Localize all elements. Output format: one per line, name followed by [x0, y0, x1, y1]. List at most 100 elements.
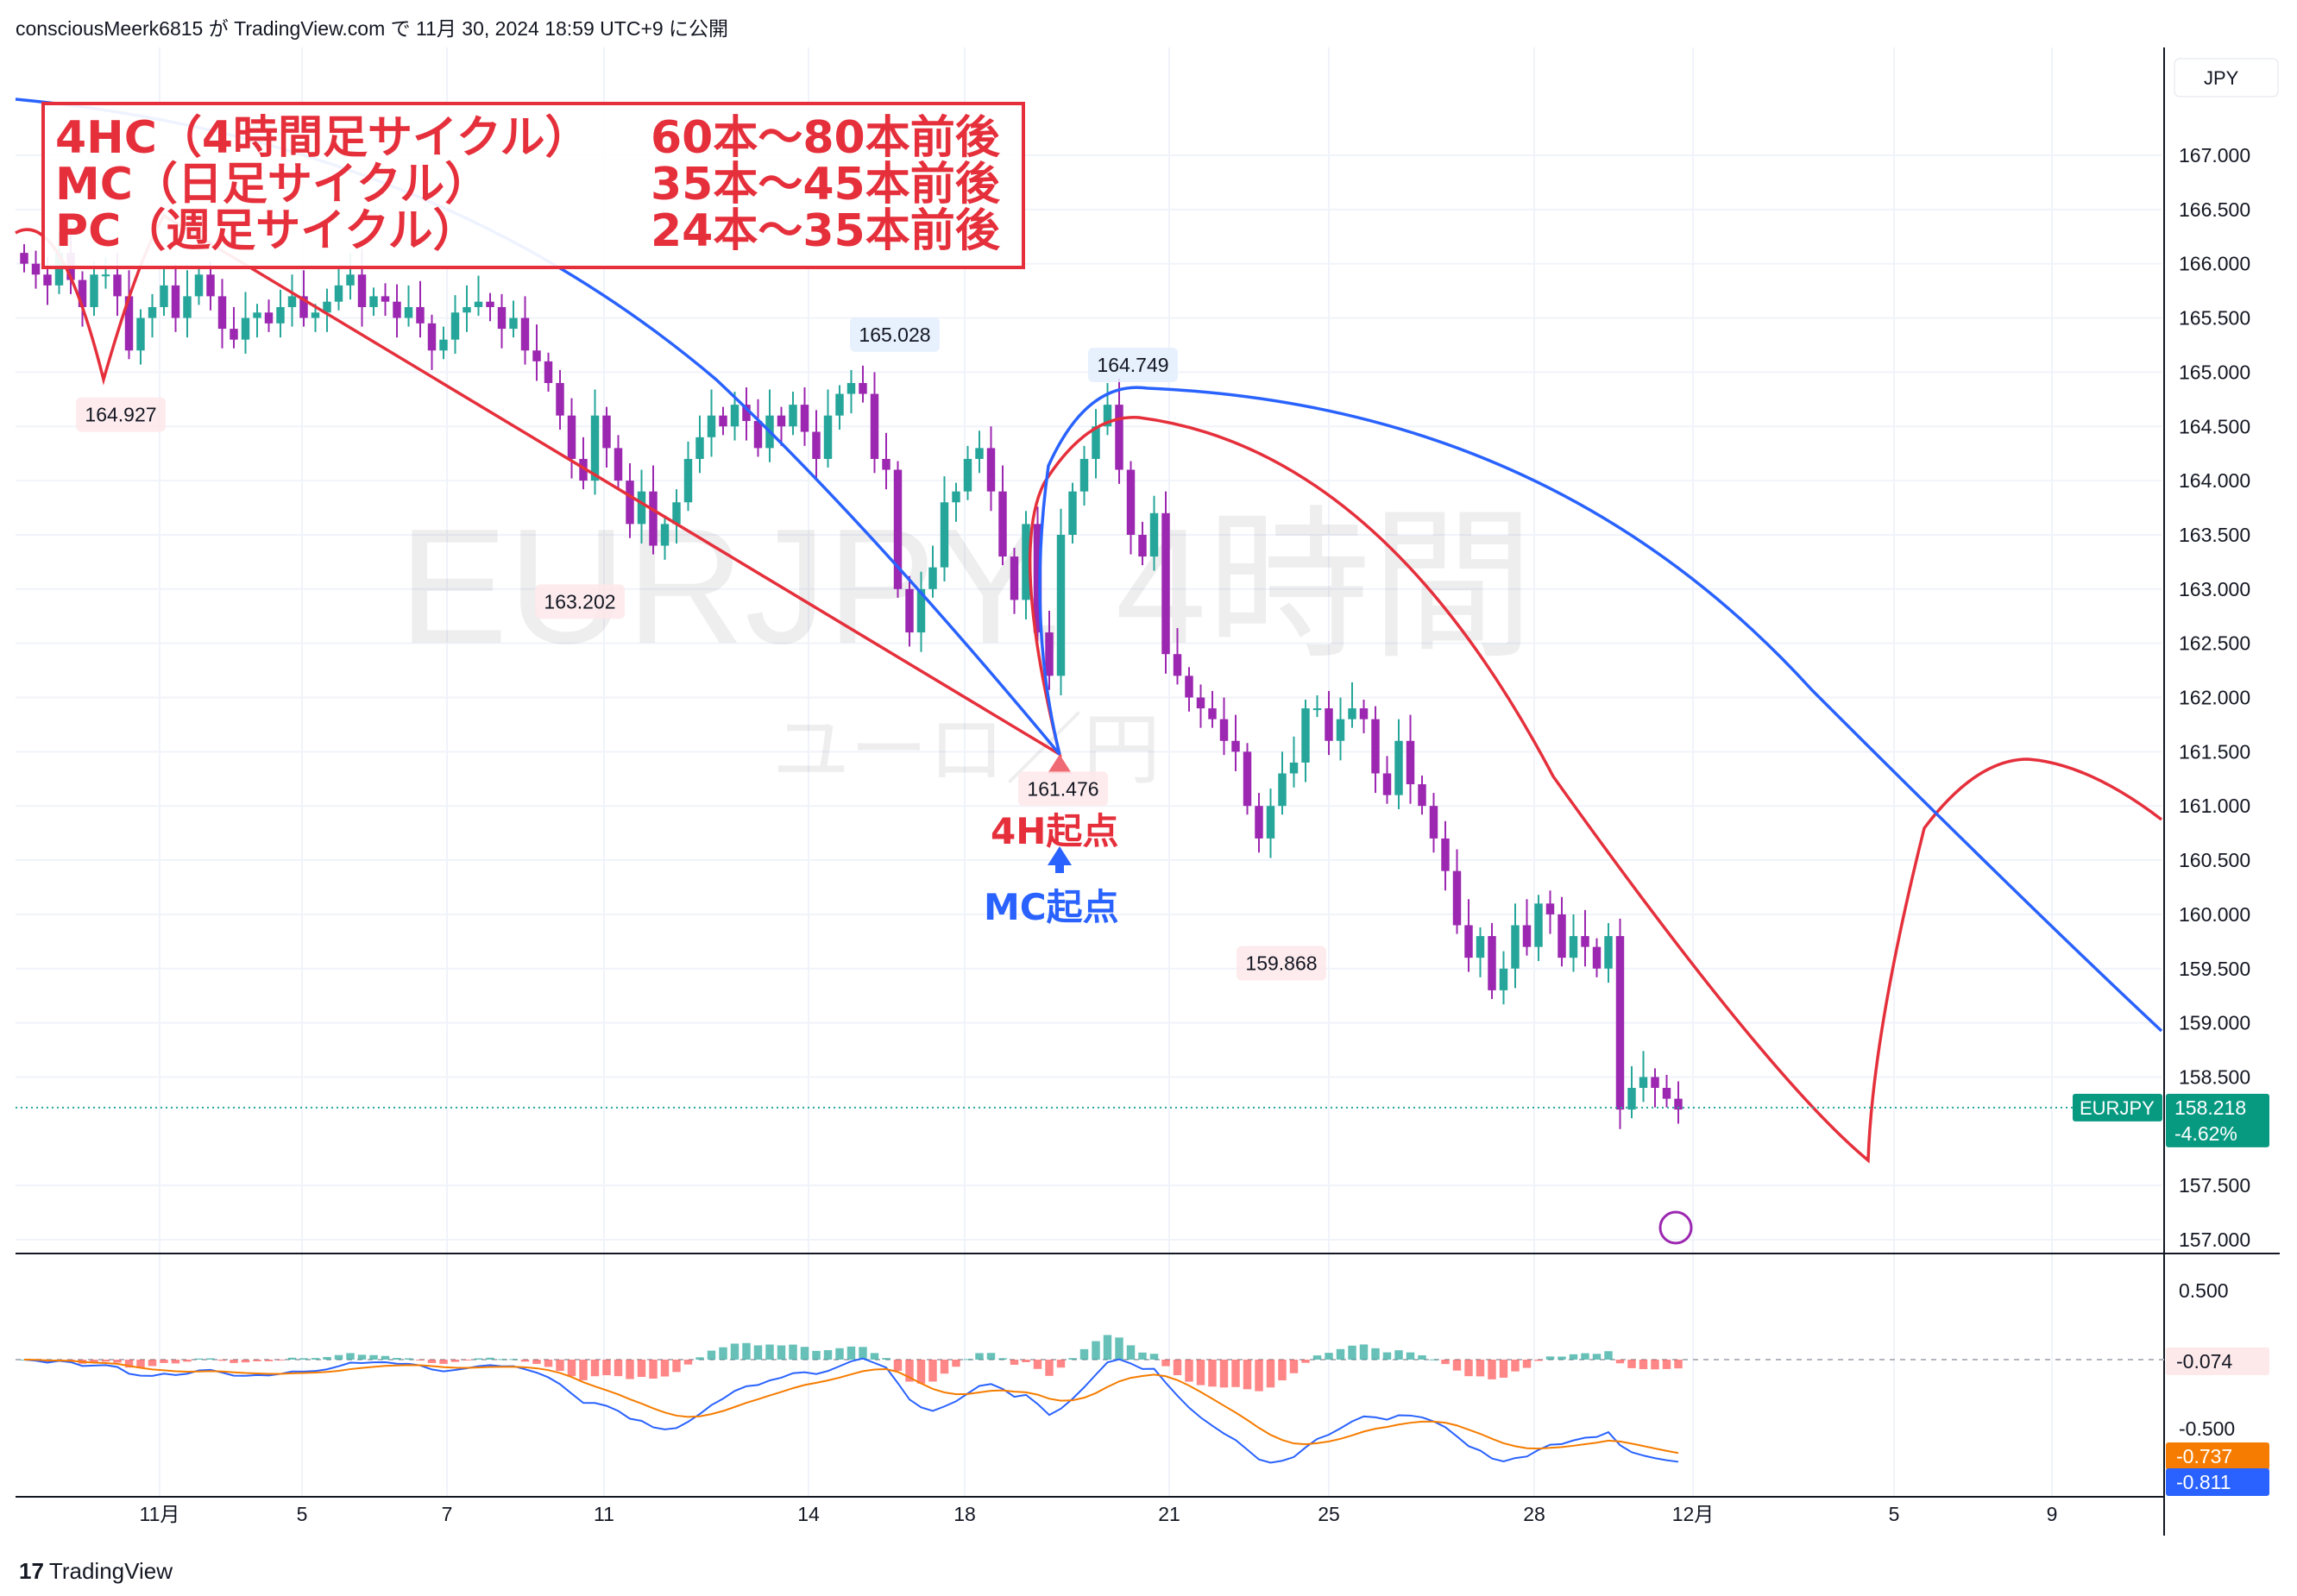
candle-body: [1394, 740, 1403, 795]
macd-histogram-bar: [614, 1360, 623, 1377]
candle-body: [1418, 784, 1426, 807]
macd-histogram-bar: [870, 1353, 879, 1360]
candle-body: [416, 306, 425, 324]
macd-histogram-bar: [532, 1360, 541, 1365]
macd-histogram-bar: [952, 1360, 960, 1367]
cycle-range: 60本〜80本前後: [651, 112, 1000, 164]
macd-histogram-bar: [1103, 1335, 1112, 1360]
macd-histogram-bar: [1033, 1360, 1042, 1369]
macd-histogram-bar: [1639, 1360, 1648, 1370]
macd-histogram-bar: [1196, 1360, 1205, 1386]
candle-body: [1312, 708, 1322, 711]
macd-histogram-bar: [1394, 1350, 1403, 1360]
candle-body: [614, 448, 623, 481]
cycle-curve-mc: [15, 97, 2163, 1033]
candle-body: [1185, 675, 1193, 698]
macd-histogram-bar: [1149, 1354, 1159, 1360]
candle-body: [194, 274, 204, 297]
macd-histogram-bar: [1615, 1360, 1625, 1364]
candle-body: [381, 296, 390, 302]
macd-histogram-bar: [381, 1355, 390, 1360]
candle-body: [43, 274, 52, 286]
candle-body: [1359, 708, 1369, 719]
candle-body: [532, 350, 541, 361]
macd-histogram-bar: [602, 1360, 611, 1376]
candle-body: [1010, 556, 1019, 600]
candle-body: [1161, 512, 1170, 655]
macd-histogram-bar: [1243, 1360, 1252, 1390]
macd-histogram-bar: [683, 1360, 693, 1365]
candle-body: [509, 317, 518, 330]
y-tick-label: 166.500: [2179, 198, 2250, 221]
cycle-name: 4HC（4時間足サイクル）: [55, 112, 590, 164]
candle-body: [1045, 632, 1054, 676]
x-tick-label: 7: [442, 1503, 453, 1525]
candle-body: [660, 524, 670, 546]
candle-body: [870, 393, 879, 459]
candle-body: [1173, 654, 1182, 676]
candle-body: [520, 317, 530, 351]
candle-body: [893, 469, 903, 589]
candle-body: [1126, 469, 1136, 535]
y-tick-label: 163.500: [2179, 524, 2250, 546]
y-tick-label: 161.000: [2179, 795, 2250, 817]
x-tick-label: 5: [297, 1503, 308, 1525]
macd-histogram-bar: [1115, 1337, 1123, 1360]
candle-body: [1429, 806, 1438, 839]
macd-histogram-bar: [846, 1346, 856, 1360]
symbol-tag: [2073, 1093, 2162, 1122]
candle-body: [160, 285, 168, 307]
x-tick-label: 11月: [140, 1503, 180, 1525]
macd-histogram-bar: [1289, 1360, 1299, 1373]
candle-body: [1092, 426, 1100, 459]
last-price-value: 158.218: [2174, 1096, 2246, 1119]
candle-body: [1452, 870, 1462, 926]
macd-histogram-bar: [1348, 1345, 1356, 1360]
candle-body: [393, 301, 401, 318]
arrow-4h-icon: [1048, 754, 1072, 774]
candle-body: [707, 415, 716, 437]
macd-histogram-bar: [346, 1353, 355, 1360]
macd-histogram-bar: [1581, 1353, 1589, 1360]
price-label: 164.927: [85, 404, 156, 426]
macd-histogram-bar: [672, 1360, 681, 1373]
macd-histogram-bar: [171, 1360, 180, 1364]
macd-value-label: -0.737: [2176, 1445, 2232, 1467]
candle-body: [649, 491, 658, 546]
candle-body: [1138, 534, 1147, 557]
macd-histogram-bar: [567, 1360, 576, 1377]
y-tick-label: 161.500: [2179, 740, 2250, 763]
macd-histogram-bar: [753, 1345, 763, 1360]
candle-body: [1103, 405, 1112, 427]
candle-body: [835, 393, 844, 416]
candles: [20, 226, 1683, 1129]
macd-value-label: -0.074: [2176, 1350, 2232, 1373]
macd-histogram-bar: [287, 1357, 297, 1360]
tradingview-logo[interactable]: 17 TradingView: [19, 1558, 173, 1585]
macd-histogram-bar: [113, 1360, 122, 1363]
candle-body: [963, 458, 972, 492]
macd-line: [23, 1357, 1679, 1464]
candle-body: [1325, 708, 1333, 741]
macd-histogram-bar: [334, 1354, 343, 1360]
y-tick-label: 167.000: [2179, 144, 2250, 167]
macd-histogram-bar: [1499, 1360, 1508, 1378]
candle-body: [287, 296, 297, 307]
candle-body: [101, 274, 110, 277]
candle-body: [742, 405, 751, 421]
macd-histogram-bar: [1068, 1358, 1077, 1360]
candle-body: [1149, 512, 1159, 557]
price-label: 159.868: [1245, 952, 1317, 974]
macd-histogram-bar: [474, 1358, 483, 1360]
macd-histogram-bar: [311, 1358, 320, 1360]
macd-histogram-bar: [579, 1360, 588, 1380]
macd-histogram-bar: [299, 1358, 308, 1360]
candle-body: [1068, 491, 1077, 535]
candle-body: [78, 280, 87, 307]
macd-histogram-bar: [160, 1360, 168, 1363]
macd-histogram-bar: [1545, 1356, 1555, 1360]
price-label-box: [1018, 771, 1108, 807]
macd-histogram-bar: [777, 1345, 786, 1360]
macd-histogram-bar: [1336, 1348, 1345, 1360]
